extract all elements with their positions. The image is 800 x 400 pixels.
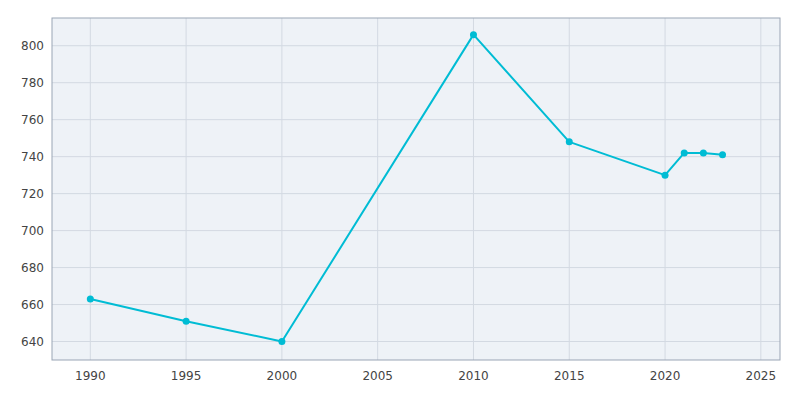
point <box>700 149 707 156</box>
y-tick-label: 760 <box>21 113 44 127</box>
y-grid-line <box>52 193 780 194</box>
grid <box>52 18 780 360</box>
y-grid-line <box>52 156 780 157</box>
x-grid-line <box>186 18 187 360</box>
y-grid-line <box>52 82 780 83</box>
point <box>719 151 726 158</box>
y-tick-label: 700 <box>21 224 44 238</box>
y-tick-label: 680 <box>21 261 44 275</box>
tick-labels: 1990 1995 2000 2005 2010 2015 2020 2025 640 660 68… <box>21 39 776 383</box>
y-tick-label: 740 <box>21 150 44 164</box>
point <box>87 295 94 302</box>
y-grid-line <box>52 230 780 231</box>
y-grid-line <box>52 45 780 46</box>
y-tick-label: 640 <box>21 335 44 349</box>
x-tick-label: 2020 <box>650 369 681 383</box>
x-tick-label: 1990 <box>75 369 106 383</box>
y-tick-label: 660 <box>21 298 44 312</box>
x-tick-label: 2000 <box>267 369 298 383</box>
point <box>662 172 669 179</box>
plot-background <box>52 18 780 360</box>
line <box>90 35 722 342</box>
y-grid-line <box>52 304 780 305</box>
series <box>87 31 726 345</box>
chart-svg: 1990 1995 2000 2005 2010 2015 2020 2025 640 660 68… <box>0 0 800 400</box>
x-tick-label: 2010 <box>458 369 489 383</box>
x-tick-label: 2025 <box>746 369 777 383</box>
x-grid-line <box>473 18 474 360</box>
x-grid-line <box>90 18 91 360</box>
x-tick-label: 2005 <box>362 369 393 383</box>
y-tick-label: 800 <box>21 39 44 53</box>
x-tick-label: 1995 <box>171 369 202 383</box>
chart-container: 1990 1995 2000 2005 2010 2015 2020 2025 640 660 68… <box>0 0 800 400</box>
x-grid-line <box>569 18 570 360</box>
point <box>278 338 285 345</box>
plot-frame <box>52 18 780 360</box>
x-grid-line <box>281 18 282 360</box>
point <box>183 318 190 325</box>
point <box>470 31 477 38</box>
point <box>681 149 688 156</box>
y-grid-line <box>52 119 780 120</box>
x-grid-line <box>665 18 666 360</box>
x-grid-line <box>760 18 761 360</box>
point <box>566 138 573 145</box>
y-tick-label: 780 <box>21 76 44 90</box>
page: {"chart_data": {"type": "line", "x": [19… <box>0 0 800 400</box>
y-tick-label: 720 <box>21 187 44 201</box>
x-tick-label: 2015 <box>554 369 585 383</box>
y-grid-line <box>52 341 780 342</box>
y-grid-line <box>52 267 780 268</box>
